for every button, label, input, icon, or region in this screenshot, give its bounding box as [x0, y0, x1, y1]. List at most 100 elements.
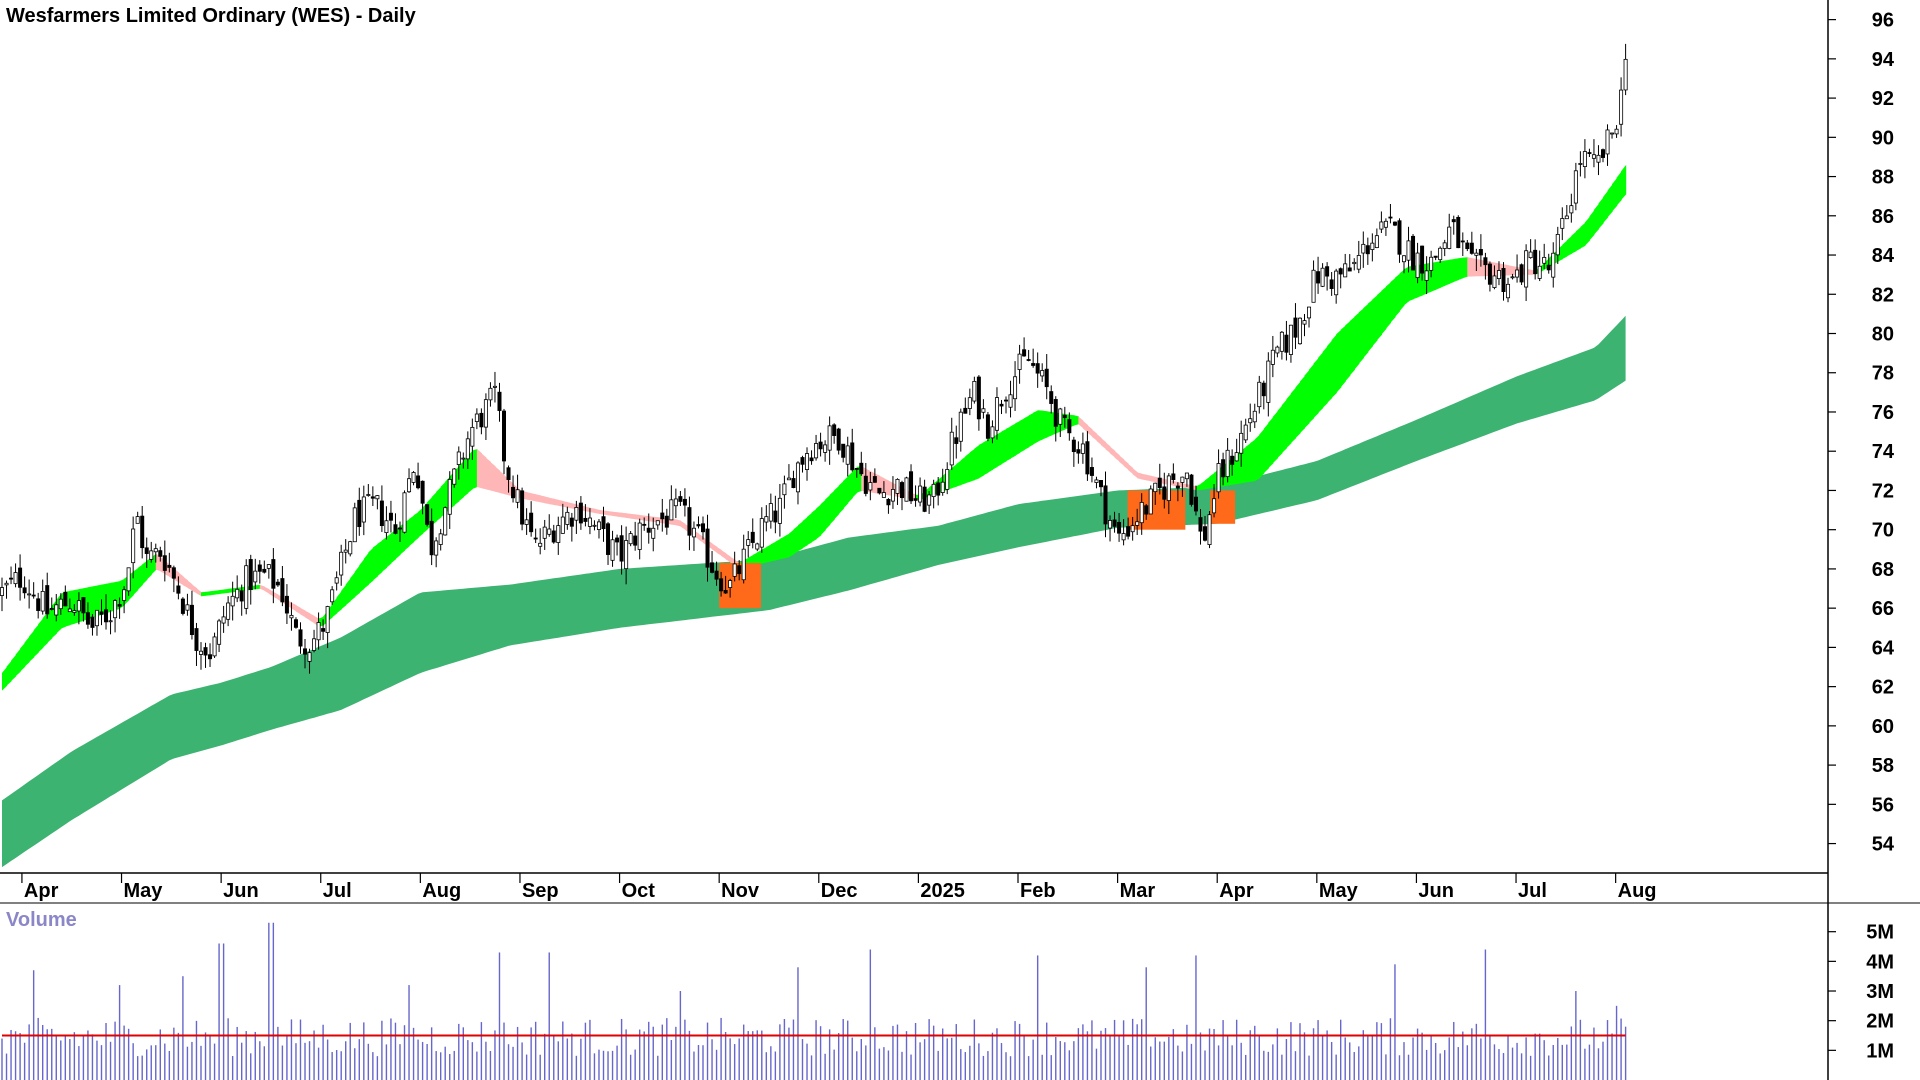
- band-segment: [1385, 282, 1391, 329]
- candle-up: [1370, 242, 1375, 250]
- candle-up: [777, 497, 782, 524]
- candle-down: [31, 594, 36, 597]
- band-segment: [1082, 420, 1088, 433]
- band-segment: [608, 511, 614, 516]
- candle-down: [1098, 480, 1103, 488]
- band-segment: [133, 568, 139, 596]
- band-segment: [761, 547, 767, 564]
- candle-down: [1487, 263, 1492, 285]
- candle-up: [805, 453, 810, 470]
- candle-down: [710, 562, 715, 573]
- band-segment: [214, 590, 220, 595]
- candle-down: [248, 559, 253, 591]
- candle-up: [366, 494, 371, 496]
- y-tick-label: 80: [1872, 324, 1894, 346]
- candle-down: [303, 648, 308, 655]
- band-segment: [1449, 259, 1455, 284]
- candle-up: [1266, 360, 1271, 403]
- band-segment: [1408, 265, 1414, 302]
- band-segment: [1345, 321, 1351, 382]
- candle-up: [1506, 283, 1511, 299]
- band-segment: [264, 586, 270, 594]
- band-segment: [843, 476, 849, 509]
- band-segment: [1114, 450, 1120, 462]
- band-segment: [381, 536, 387, 572]
- candle-up: [1270, 349, 1275, 365]
- candle-down: [1469, 242, 1474, 254]
- candle-up: [67, 608, 72, 613]
- y-tick-label: 76: [1872, 402, 1894, 424]
- candle-down: [583, 517, 588, 522]
- band-segment: [1575, 227, 1581, 252]
- candle-down: [963, 407, 968, 414]
- band-segment: [142, 560, 148, 585]
- candle-down: [194, 628, 199, 651]
- x-tick-label: Jul: [1518, 880, 1547, 902]
- band-segment: [336, 590, 342, 614]
- band-segment: [951, 464, 957, 489]
- candle-up: [54, 604, 59, 616]
- band-segment: [779, 536, 785, 560]
- candle-down: [678, 496, 683, 502]
- band-segment: [820, 499, 826, 536]
- candle-down: [800, 457, 805, 465]
- candle-down: [719, 578, 724, 592]
- band-segment: [372, 543, 378, 581]
- candle-down: [1587, 152, 1592, 154]
- band-segment: [463, 455, 469, 498]
- x-tick-label: Dec: [821, 880, 858, 902]
- candle-up: [452, 468, 457, 485]
- band-segment: [1132, 468, 1138, 479]
- band-segment: [1404, 266, 1410, 306]
- band-segment: [852, 466, 858, 498]
- candle-down: [1044, 368, 1049, 388]
- band-segment: [644, 515, 650, 522]
- band-segment: [458, 460, 464, 502]
- candle-up: [691, 527, 696, 538]
- candle-down: [836, 428, 841, 451]
- candle-down: [1189, 474, 1194, 505]
- y-tick-label: 66: [1872, 598, 1894, 620]
- candle-up: [217, 620, 222, 645]
- candle-up: [560, 516, 565, 534]
- long-term-ma-band: [2, 315, 1626, 868]
- band-segment: [594, 508, 600, 514]
- candle-up: [610, 539, 615, 561]
- candle-down: [791, 478, 796, 488]
- candle-up: [1610, 132, 1615, 135]
- band-segment: [680, 520, 686, 530]
- y-tick-label: 60: [1872, 716, 1894, 738]
- band-segment: [1621, 164, 1627, 200]
- candle-up: [1153, 482, 1158, 493]
- candle-down: [569, 517, 574, 527]
- y-tick-label: 70: [1872, 520, 1894, 542]
- candle-down: [176, 585, 181, 594]
- candle-down: [999, 403, 1004, 407]
- band-segment: [1295, 381, 1301, 439]
- band-segment: [612, 511, 618, 517]
- candle-down: [1600, 149, 1605, 158]
- band-segment: [1263, 422, 1269, 474]
- candle-up: [375, 495, 380, 500]
- candle-up: [1402, 255, 1407, 263]
- candle-down: [1501, 268, 1506, 292]
- candle-up: [759, 518, 764, 548]
- candle-down: [1519, 264, 1524, 283]
- candle-down: [393, 524, 398, 534]
- y-tick-label: 82: [1872, 284, 1894, 306]
- band-segment: [1268, 416, 1274, 469]
- candle-up: [1374, 235, 1379, 249]
- candle-up: [411, 472, 416, 483]
- candle-down: [45, 585, 50, 615]
- candle-down: [63, 591, 68, 607]
- candle-up: [1605, 129, 1610, 155]
- candle-down: [1085, 441, 1090, 475]
- band-segment: [1435, 261, 1441, 290]
- candle-up: [1551, 252, 1556, 278]
- candle-down: [1198, 517, 1203, 532]
- candle-up: [655, 520, 660, 526]
- band-segment: [553, 498, 559, 506]
- candle-up: [470, 426, 475, 447]
- candle-down: [922, 486, 927, 512]
- candle-up: [488, 387, 493, 401]
